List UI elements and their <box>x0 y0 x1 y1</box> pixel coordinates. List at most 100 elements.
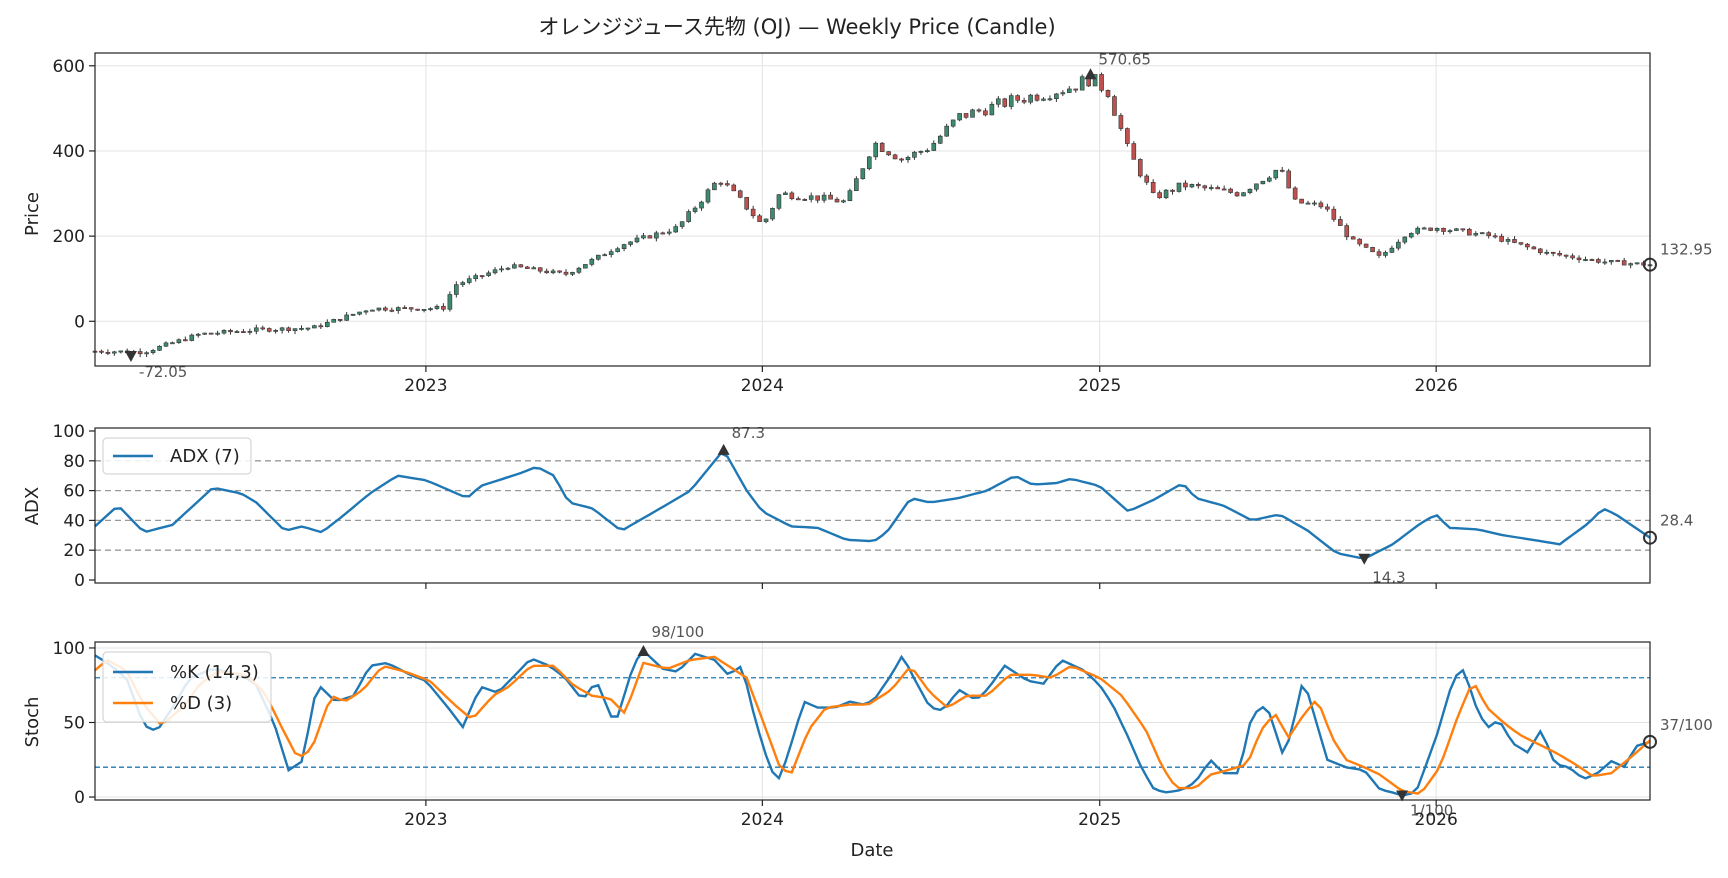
candle-body <box>1150 181 1156 193</box>
candle-body <box>305 327 311 330</box>
candle-body <box>1544 251 1550 254</box>
adx-line <box>94 451 1651 559</box>
candle-body <box>944 125 950 137</box>
candle-body <box>1312 202 1317 205</box>
candle-body <box>712 182 717 191</box>
candle-body <box>1583 259 1588 261</box>
candle-body <box>1441 228 1446 232</box>
candle-body <box>331 319 337 323</box>
candle-body <box>215 332 220 335</box>
candle-body <box>1118 115 1124 129</box>
candle-body <box>1234 192 1240 197</box>
candle-body <box>1163 189 1169 199</box>
candle-body <box>357 311 362 315</box>
candle-body <box>1538 248 1543 254</box>
adx-legend: ADX (7) <box>102 437 252 475</box>
candle-body <box>1241 192 1246 197</box>
candle-body <box>1389 247 1395 253</box>
candle-body <box>879 142 885 152</box>
candle-body <box>208 332 214 335</box>
candle-body <box>1073 88 1079 91</box>
candle-body <box>537 267 543 272</box>
candle-body <box>925 150 930 153</box>
candle-body <box>583 264 588 269</box>
x-tick-label: 2023 <box>404 376 447 396</box>
price-max-label: 570.65 <box>1098 50 1151 68</box>
candle-body <box>157 345 162 351</box>
candle-body <box>1428 227 1433 231</box>
candle-body <box>1286 170 1291 189</box>
candle-body <box>1092 74 1098 87</box>
candle-body <box>860 168 866 179</box>
candle-body <box>415 308 420 311</box>
stoch-d-line <box>94 655 1651 795</box>
candle-body <box>1066 88 1072 93</box>
candle-body <box>241 331 246 333</box>
candle-body <box>1486 232 1491 237</box>
candle-body <box>686 211 691 222</box>
candle-body <box>1208 187 1214 189</box>
candle-body <box>725 183 730 186</box>
price-grid <box>95 53 1650 366</box>
candle-body <box>970 109 975 118</box>
candle-body <box>299 328 304 330</box>
candle-body <box>260 327 266 330</box>
candle-body <box>492 269 498 274</box>
candle-body <box>1589 259 1595 261</box>
candle-body <box>1467 228 1472 236</box>
stoch-reference-lines <box>95 677 1650 768</box>
candle-body <box>1602 261 1608 264</box>
candle-body <box>1402 236 1408 243</box>
stoch-x-ticks: 2023 2024 2025 2026 <box>404 800 1458 830</box>
adx-last-label: 28.4 <box>1660 512 1693 530</box>
candle-body <box>628 241 633 245</box>
candle-body <box>1041 98 1046 101</box>
x-tick-label: 2026 <box>1415 376 1458 396</box>
candle-body <box>899 158 904 161</box>
candle-body <box>454 284 459 295</box>
candle-body <box>976 109 982 112</box>
candle-body <box>918 151 924 153</box>
candle-body <box>679 221 685 227</box>
candle-body <box>1415 227 1421 234</box>
y-tick-label: 400 <box>53 142 85 162</box>
candle-body <box>1021 100 1027 103</box>
candle-body <box>1434 228 1440 231</box>
candle-body <box>286 327 291 332</box>
price-min-label: -72.05 <box>139 363 187 381</box>
candle-body <box>1079 76 1085 91</box>
candle-body <box>1305 202 1311 205</box>
candle-body <box>1473 233 1479 236</box>
adx-min-marker <box>1358 553 1371 565</box>
stoch-y-label: Stoch <box>22 697 43 748</box>
candle-body <box>460 282 466 285</box>
candle-body <box>1331 208 1337 220</box>
candle-body <box>221 330 227 334</box>
adx-y-ticks: 0 20 40 60 80 100 <box>53 422 95 591</box>
x-tick-label: 2024 <box>741 810 784 830</box>
candle-body <box>783 192 788 195</box>
candle-body <box>1557 253 1562 256</box>
candle-body <box>1505 239 1511 242</box>
candle-body <box>389 309 395 312</box>
candle-body <box>983 110 988 116</box>
candle-body <box>699 201 704 209</box>
candle-body <box>912 151 917 158</box>
adx-y-label: ADX <box>22 487 43 526</box>
candle-body <box>376 307 382 311</box>
candle-body <box>1447 230 1453 233</box>
x-tick-label: 2025 <box>1078 810 1121 830</box>
candle-body <box>1183 182 1188 188</box>
candle-body <box>576 267 582 273</box>
candle-body <box>1621 260 1627 266</box>
candle-body <box>1273 169 1279 179</box>
candle-body <box>234 331 240 333</box>
adx-max-label: 87.3 <box>732 424 765 442</box>
price-x-ticks: 2023 2024 2025 2026 <box>404 366 1458 396</box>
candle-body <box>512 264 517 269</box>
candle-body <box>1228 188 1233 193</box>
candle-body <box>1099 74 1104 91</box>
candle-body <box>1299 198 1304 204</box>
candle-body <box>705 189 711 203</box>
